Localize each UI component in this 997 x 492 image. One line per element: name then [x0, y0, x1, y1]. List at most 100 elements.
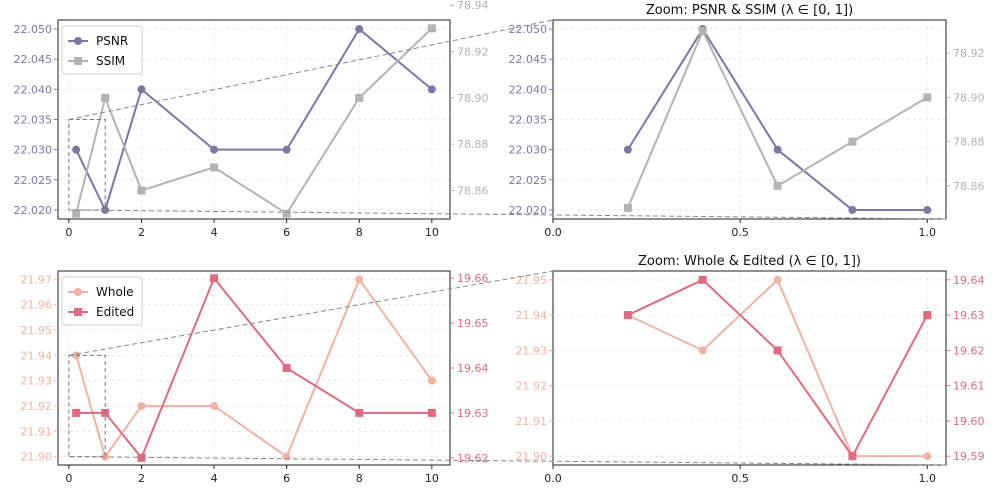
x-tick-label: 8 — [356, 226, 363, 239]
data-point-psnr — [623, 145, 632, 154]
y-right-tick-label: 78.90 — [953, 91, 985, 104]
data-point-edited — [773, 346, 782, 355]
y-left-tick-label: 22.025 — [14, 174, 53, 187]
y-left-tick-label: 22.020 — [14, 204, 53, 217]
y-left-tick-label: 21.91 — [516, 415, 548, 428]
x-tick-label: 1.0 — [919, 226, 937, 239]
data-point-edited — [210, 274, 219, 283]
zoom-connector-bottom — [68, 456, 947, 466]
data-point-ssim — [101, 93, 110, 102]
y-left-tick-label: 22.020 — [509, 204, 548, 217]
x-tick-label: 0 — [65, 226, 72, 239]
zoom-connector-top — [68, 19, 554, 120]
y-left-tick-label: 22.045 — [509, 53, 548, 66]
y-left-tick-label: 21.96 — [21, 299, 53, 312]
chart-title: Zoom: Whole & Edited (λ ∈ [0, 1]) — [638, 254, 861, 269]
data-point-edited — [698, 275, 707, 284]
x-tick-label: 0.0 — [544, 472, 562, 485]
y-left-tick-label: 22.050 — [14, 23, 53, 36]
y-left-tick-label: 22.030 — [509, 144, 548, 157]
y-right-tick-label: 19.66 — [457, 272, 489, 285]
data-point-ssim — [848, 137, 857, 146]
data-point-edited — [427, 408, 436, 417]
series-line-edited — [627, 278, 929, 459]
x-tick-label: 4 — [211, 472, 218, 485]
x-tick-label: 0.5 — [731, 226, 749, 239]
data-point-psnr — [427, 85, 436, 94]
legend-marker — [74, 57, 82, 65]
data-point-edited — [282, 364, 291, 372]
data-point-psnr — [773, 145, 782, 154]
legend-marker — [74, 37, 82, 45]
y-left-tick-label: 22.030 — [14, 144, 53, 157]
zoom-connector-top — [68, 270, 554, 356]
data-point-ssim — [210, 163, 219, 172]
data-point-edited — [355, 408, 364, 417]
y-left-tick-label: 21.97 — [21, 273, 53, 286]
data-point-edited — [923, 311, 932, 320]
y-left-tick-label: 22.035 — [14, 114, 53, 127]
x-tick-label: 6 — [283, 472, 290, 485]
y-right-tick-label: 78.86 — [457, 185, 489, 198]
legend-label: PSNR — [96, 34, 128, 48]
x-tick-label: 2 — [138, 226, 145, 239]
y-right-tick-label: 19.61 — [953, 380, 985, 393]
data-point-whole — [355, 275, 364, 284]
y-left-tick-label: 22.045 — [14, 53, 53, 66]
chart-panel-4: 0.0 0.5 1.0 21.90 21.91 21.92 21.93 21.94 21.95 1… — [516, 254, 985, 485]
y-right-tick-label: 19.62 — [953, 344, 985, 357]
chart-panel-1: 0 2 4 6 8 10 22.020 22.025 22.030 22.035 22.040 22.… — [14, 0, 489, 239]
data-point-psnr — [848, 205, 857, 214]
y-left-tick-label: 21.90 — [21, 451, 53, 464]
data-point-whole — [282, 452, 291, 461]
data-point-ssim — [773, 181, 782, 190]
y-right-tick-label: 78.86 — [953, 180, 985, 193]
data-point-whole — [923, 452, 932, 461]
data-point-whole — [137, 401, 146, 410]
legend-label: SSIM — [96, 54, 125, 68]
y-right-tick-label: 78.88 — [457, 138, 489, 151]
y-left-tick-label: 21.92 — [21, 400, 53, 413]
data-point-ssim — [427, 24, 436, 33]
x-tick-label: 4 — [211, 226, 218, 239]
legend: PSNR SSIM — [61, 25, 143, 75]
y-left-tick-label: 21.93 — [516, 344, 548, 357]
data-point-whole — [427, 376, 436, 385]
plot-frame — [552, 270, 947, 466]
y-right-tick-label: 78.88 — [953, 136, 985, 149]
y-left-tick-label: 21.94 — [516, 309, 548, 322]
legend-label: Whole — [96, 285, 134, 299]
y-right-tick-label: 19.64 — [457, 362, 489, 375]
y-left-tick-label: 22.035 — [509, 114, 548, 127]
x-tick-label: 0.0 — [544, 226, 562, 239]
zoom-region-box — [68, 354, 106, 458]
series-line-whole — [627, 278, 928, 458]
x-tick-label: 2 — [138, 472, 145, 485]
y-left-tick-label: 22.040 — [14, 83, 53, 96]
y-left-tick-label: 22.025 — [509, 174, 548, 187]
data-point-edited — [623, 311, 632, 320]
data-point-ssim — [698, 27, 707, 36]
chart-panel-3: 0 2 4 6 8 10 21.90 21.91 21.92 21.93 21.94 21.95 21.… — [21, 270, 489, 485]
chart-panel-2: 0.0 0.5 1.0 22.020 22.025 22.030 22.035 22.040 2… — [509, 3, 985, 239]
y-right-tick-label: 78.92 — [953, 47, 985, 60]
y-left-tick-label: 21.94 — [21, 349, 53, 362]
y-left-tick-label: 21.90 — [516, 450, 548, 463]
data-point-whole — [698, 346, 707, 355]
y-left-tick-label: 21.95 — [21, 324, 53, 337]
y-left-tick-label: 21.95 — [516, 274, 548, 287]
x-tick-label: 0 — [65, 472, 72, 485]
x-tick-label: 10 — [425, 472, 439, 485]
y-right-tick-label: 19.62 — [457, 452, 489, 465]
y-right-tick-label: 78.94 — [457, 0, 489, 12]
y-right-tick-label: 19.64 — [953, 274, 985, 287]
x-tick-label: 10 — [425, 226, 439, 239]
x-tick-label: 6 — [283, 226, 290, 239]
y-right-tick-label: 19.65 — [457, 317, 489, 330]
y-right-tick-label: 19.59 — [953, 450, 985, 463]
data-point-ssim — [282, 209, 291, 218]
legend-marker — [74, 288, 82, 296]
legend-label: Edited — [96, 305, 134, 319]
data-point-ssim — [623, 203, 632, 212]
